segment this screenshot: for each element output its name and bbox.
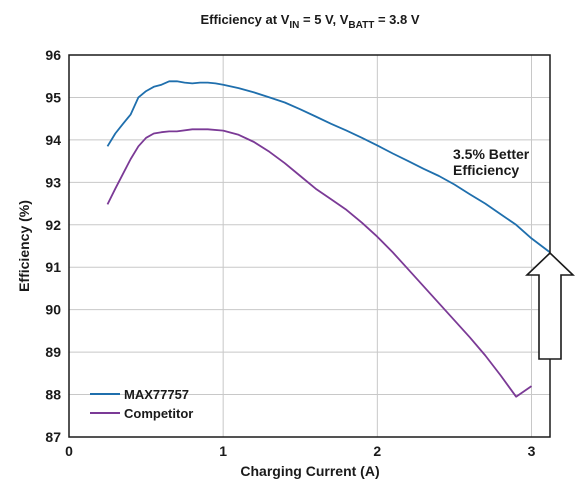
y-tick-labels: 87 88 89 90 91 92 93 94 95 96 xyxy=(45,47,61,445)
plot-frame xyxy=(68,54,551,438)
y-tick-label: 92 xyxy=(45,217,61,233)
y-tick-label: 88 xyxy=(45,387,61,403)
series-line-competitor xyxy=(106,128,533,398)
legend-label-competitor: Competitor xyxy=(124,406,193,421)
series-line-max77757 xyxy=(106,80,551,254)
y-tick-label: 96 xyxy=(45,47,61,63)
x-tick-label: 3 xyxy=(528,443,536,459)
y-tick-label: 89 xyxy=(45,344,61,360)
annotation-line-1: 3.5% Better xyxy=(453,146,530,162)
up-arrow-icon xyxy=(525,251,575,360)
chart-title: Efficiency at VIN = 5 V, VBATT = 3.8 V xyxy=(201,12,420,31)
legend: MAX77757 Competitor xyxy=(90,387,193,421)
y-axis-label: Efficiency (%) xyxy=(16,200,32,292)
y-tick-label: 93 xyxy=(45,174,61,190)
x-tick-label: 1 xyxy=(219,443,227,459)
y-tick-label: 87 xyxy=(45,429,61,445)
y-tick-label: 91 xyxy=(45,259,61,275)
x-axis-label: Charging Current (A) xyxy=(240,463,379,479)
legend-label-max77757: MAX77757 xyxy=(124,387,189,402)
y-tick-label: 95 xyxy=(45,89,61,105)
x-tick-label: 2 xyxy=(373,443,381,459)
y-tick-label: 90 xyxy=(45,302,61,318)
grid-lines xyxy=(68,54,550,438)
x-tick-labels: 0 1 2 3 xyxy=(65,443,536,459)
annotation-line-2: Efficiency xyxy=(453,162,519,178)
series-lines xyxy=(106,80,551,398)
y-tick-label: 94 xyxy=(45,132,61,148)
annotation: 3.5% Better Efficiency xyxy=(453,146,575,360)
x-tick-label: 0 xyxy=(65,443,73,459)
